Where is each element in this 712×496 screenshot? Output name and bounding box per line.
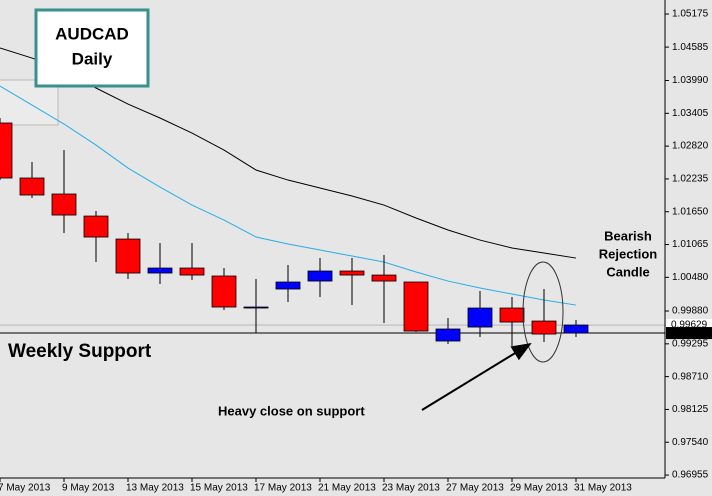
- ma-line: [0, 47, 577, 259]
- candle-body: [371, 274, 397, 282]
- price-label: 0.99487: [671, 328, 708, 339]
- x-tick-label: 27 May 2013: [446, 483, 504, 494]
- candle-body: [467, 307, 493, 328]
- candle-body: [275, 281, 301, 290]
- x-tick-label: 31 May 2013: [574, 483, 632, 494]
- chart-title: AUDCAD: [55, 24, 129, 43]
- candle-body: [499, 307, 525, 323]
- y-tick-label: 1.00480: [672, 272, 709, 283]
- annotation: Candle: [606, 264, 649, 279]
- y-tick-label: 1.04585: [672, 42, 709, 53]
- arrow: [421, 342, 532, 411]
- y-tick-label: 0.96955: [672, 470, 709, 481]
- candle-body: [211, 275, 237, 308]
- candle-body: [0, 122, 13, 179]
- y-tick-label: 1.01065: [672, 239, 709, 250]
- y-tick-label: 0.97540: [672, 437, 709, 448]
- plot: [0, 47, 665, 347]
- y-tick-label: 0.99880: [672, 306, 709, 317]
- x-tick-label: 13 May 2013: [126, 483, 184, 494]
- candle-body: [51, 193, 77, 216]
- price-label-box: [666, 327, 712, 340]
- candle-body: [147, 267, 173, 274]
- annotation: Bearish: [604, 228, 652, 243]
- candle-body: [307, 270, 333, 282]
- chart-subtitle: Daily: [72, 49, 113, 68]
- candle-body: [563, 324, 589, 334]
- candle-body: [115, 238, 141, 274]
- candle-body: [403, 281, 429, 332]
- candle-body: [83, 215, 109, 238]
- ma-line: [0, 85, 577, 306]
- y-tick-label: 1.01650: [672, 206, 709, 217]
- price-label: 0.99629: [671, 320, 708, 331]
- candle-body: [243, 306, 269, 309]
- annotation: Rejection: [599, 246, 658, 261]
- y-tick-label: 1.03405: [672, 108, 709, 119]
- x-tick-label: 9 May 2013: [62, 483, 115, 494]
- y-tick-label: 0.98125: [672, 404, 709, 415]
- y-tick-label: 1.02820: [672, 141, 709, 152]
- candle-body: [531, 320, 557, 335]
- y-tick-label: 1.02235: [672, 174, 709, 185]
- x-tick-label: 23 May 2013: [382, 483, 440, 494]
- title-box: [34, 8, 150, 88]
- candle-body: [435, 328, 461, 342]
- y-tick-label: 0.99295: [672, 338, 709, 349]
- highlight-ellipse: [522, 261, 564, 363]
- y-tick-label: 1.05175: [672, 9, 709, 20]
- x-tick-label: 15 May 2013: [190, 483, 248, 494]
- candle-body: [179, 267, 205, 276]
- support-label: Weekly Support: [8, 341, 152, 362]
- annotation: Heavy close on support: [218, 403, 365, 418]
- x-tick-label: 7 May 2013: [0, 483, 51, 494]
- x-tick-label: 17 May 2013: [254, 483, 312, 494]
- y-tick-label: 0.98710: [672, 371, 709, 382]
- candle-body: [339, 270, 365, 276]
- y-tick-label: 1.03990: [672, 75, 709, 86]
- candle-body: [19, 177, 45, 196]
- x-tick-label: 21 May 2013: [318, 483, 376, 494]
- x-tick-label: 29 May 2013: [510, 483, 568, 494]
